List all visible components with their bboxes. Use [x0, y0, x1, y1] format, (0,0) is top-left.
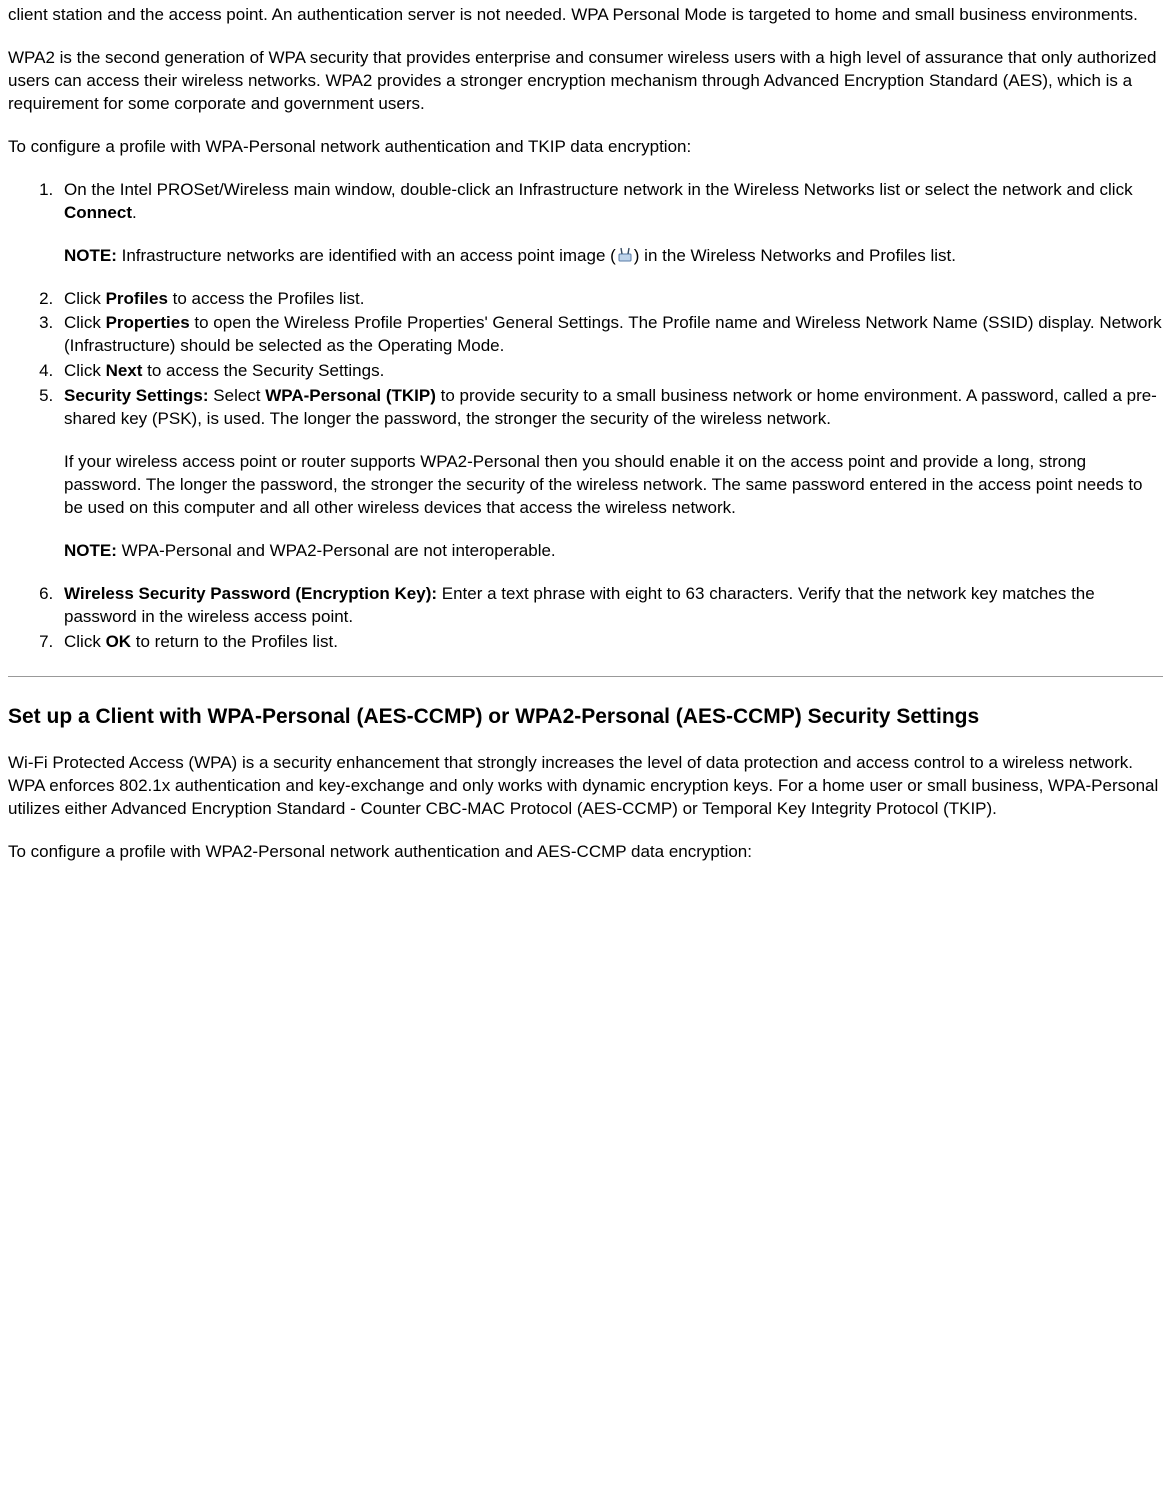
step-5-note: NOTE: WPA-Personal and WPA2-Personal are… [64, 540, 1163, 563]
step-3-b: to open the Wireless Profile Properties'… [64, 313, 1162, 355]
step-5-note-text: WPA-Personal and WPA2-Personal are not i… [117, 541, 556, 560]
intro-paragraph-1: client station and the access point. An … [8, 4, 1163, 27]
steps-list-1: On the Intel PROSet/Wireless main window… [8, 179, 1163, 654]
step-2: Click Profiles to access the Profiles li… [58, 288, 1163, 311]
step-1-note-a: Infrastructure networks are identified w… [117, 246, 616, 265]
step-7-a: Click [64, 632, 106, 651]
step-6: Wireless Security Password (Encryption K… [58, 583, 1163, 629]
step-3-a: Click [64, 313, 106, 332]
profiles-label: Profiles [106, 289, 168, 308]
step-2-a: Click [64, 289, 106, 308]
section2-paragraph-1: Wi-Fi Protected Access (WPA) is a securi… [8, 752, 1163, 821]
connect-label: Connect [64, 203, 132, 222]
note-label-2: NOTE: [64, 541, 117, 560]
step-1-note: NOTE: Infrastructure networks are identi… [64, 245, 1163, 268]
security-settings-label: Security Settings: [64, 386, 209, 405]
step-5-paragraph-2: If your wireless access point or router … [64, 451, 1163, 520]
step-5-a: Select [209, 386, 266, 405]
note-label: NOTE: [64, 246, 117, 265]
step-5: Security Settings: Select WPA-Personal (… [58, 385, 1163, 563]
step-1-note-b: ) in the Wireless Networks and Profiles … [634, 246, 956, 265]
intro-paragraph-3: To configure a profile with WPA-Personal… [8, 136, 1163, 159]
section-divider [8, 676, 1163, 677]
step-1-text-b: . [132, 203, 137, 222]
step-1-text-a: On the Intel PROSet/Wireless main window… [64, 180, 1133, 199]
step-2-b: to access the Profiles list. [168, 289, 365, 308]
step-4-b: to access the Security Settings. [142, 361, 384, 380]
step-7: Click OK to return to the Profiles list. [58, 631, 1163, 654]
properties-label: Properties [106, 313, 190, 332]
step-7-b: to return to the Profiles list. [131, 632, 338, 651]
wireless-password-label: Wireless Security Password (Encryption K… [64, 584, 437, 603]
step-1: On the Intel PROSet/Wireless main window… [58, 179, 1163, 268]
ok-label: OK [106, 632, 132, 651]
wpa-personal-tkip-label: WPA-Personal (TKIP) [265, 386, 436, 405]
access-point-icon [616, 246, 634, 264]
section2-paragraph-2: To configure a profile with WPA2-Persona… [8, 841, 1163, 864]
next-label: Next [106, 361, 143, 380]
step-3: Click Properties to open the Wireless Pr… [58, 312, 1163, 358]
step-4: Click Next to access the Security Settin… [58, 360, 1163, 383]
section-heading-aes-ccmp: Set up a Client with WPA-Personal (AES-C… [8, 703, 1163, 730]
intro-paragraph-2: WPA2 is the second generation of WPA sec… [8, 47, 1163, 116]
step-4-a: Click [64, 361, 106, 380]
